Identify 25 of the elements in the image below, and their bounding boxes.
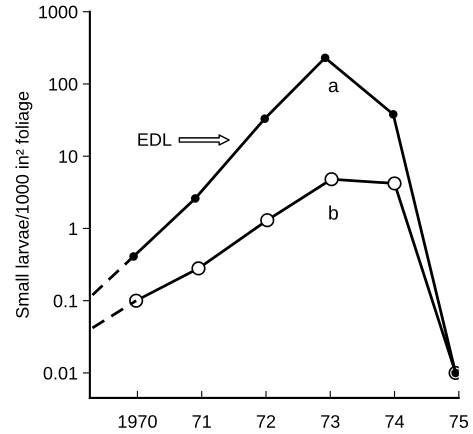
x-tick-label: 1970 [118, 415, 157, 428]
point [191, 261, 206, 276]
point [388, 110, 398, 119]
y-tick-label: 1 [69, 222, 78, 235]
y-tick-label: 100 [49, 78, 78, 91]
annotation: a [328, 82, 339, 92]
annotation: b [329, 205, 338, 220]
annotation: EDL [138, 133, 172, 146]
y-tick-label: 0.1 [54, 294, 78, 308]
point [190, 194, 200, 203]
point [129, 252, 138, 261]
y-tick-label: 1000 [39, 6, 78, 18]
x-tick-label: 74 [385, 415, 404, 428]
y-tick-label: 10 [59, 150, 78, 163]
point [324, 172, 339, 186]
y-tick-label: 0.01 [44, 366, 78, 380]
point [387, 176, 402, 191]
x-tick-label: 75 [450, 415, 468, 428]
y-axis-title: Small larvae/1000 in² foliage [16, 92, 32, 318]
point [320, 54, 330, 62]
point [260, 213, 274, 228]
x-tick-label: 73 [321, 415, 340, 428]
x-tick-label: 72 [256, 415, 276, 428]
point [260, 114, 270, 124]
x-tick-label: 71 [192, 415, 211, 428]
